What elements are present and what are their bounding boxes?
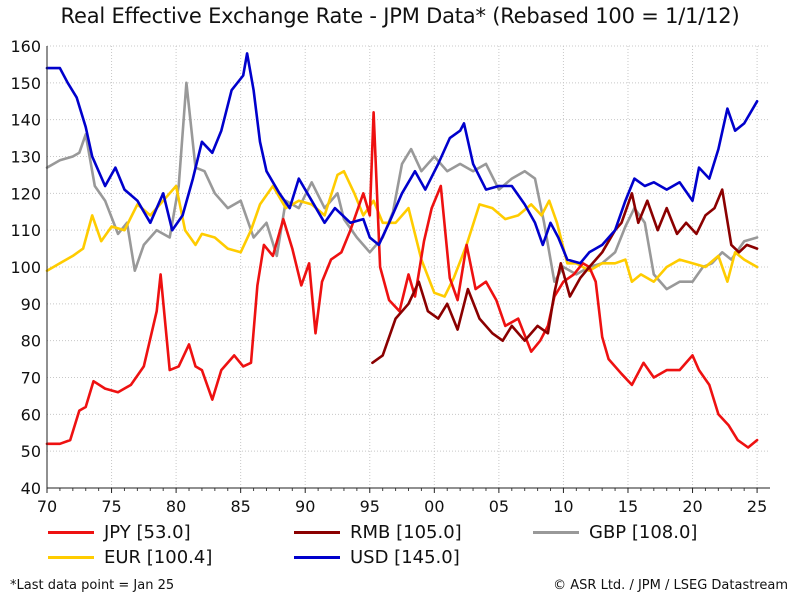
y-tick-label: 90 (21, 295, 41, 314)
series-lines (45, 52, 759, 449)
y-tick-label: 100 (10, 258, 41, 277)
y-tick-label: 60 (21, 405, 41, 424)
series-line-usd (45, 52, 759, 265)
legend-swatch-usd (294, 556, 340, 559)
legend-label-jpy: JPY [53.0] (104, 522, 191, 543)
x-tick-label: 75 (101, 497, 121, 516)
legend-item-gbp: GBP [108.0] (533, 522, 697, 543)
x-tick-label: 70 (37, 497, 57, 516)
source-credit: © ASR Ltd. / JPM / LSEG Datastream (553, 578, 788, 593)
legend-swatch-jpy (48, 531, 94, 534)
y-tick-label: 80 (21, 332, 41, 351)
legend-item-usd: USD [145.0] (294, 547, 460, 568)
legend-label-gbp: GBP [108.0] (589, 522, 698, 543)
legend-swatch-rmb (294, 531, 340, 534)
legend-label-eur: EUR [100.4] (104, 547, 213, 568)
x-tick-label: 80 (166, 497, 186, 516)
y-tick-label: 140 (10, 111, 41, 130)
y-tick-label: 160 (10, 37, 41, 56)
axes: 40 50 60 70 80 90 100 110 120 130 140 150 160 70 75 80 8… (10, 37, 770, 516)
legend-item-jpy: JPY [53.0] (48, 522, 191, 543)
series-line-jpy (45, 111, 759, 449)
y-tick-label: 120 (10, 184, 41, 203)
x-tick-label: 90 (295, 497, 315, 516)
footnote: *Last data point = Jan 25 (10, 578, 175, 593)
chart-title: Real Effective Exchange Rate - JPM Data*… (60, 4, 740, 28)
legend-item-eur: EUR [100.4] (48, 547, 212, 568)
grid (47, 45, 770, 488)
x-tick-label: 15 (618, 497, 638, 516)
y-tick-label: 40 (21, 479, 41, 498)
y-tick-label: 150 (10, 74, 41, 93)
series-line-gbp (45, 81, 759, 291)
x-tick-label: 85 (230, 497, 250, 516)
legend-swatch-eur (48, 556, 94, 559)
y-tick-label: 130 (10, 148, 41, 167)
y-tick-label: 70 (21, 369, 41, 388)
x-tick-label: 25 (747, 497, 767, 516)
x-tick-label: 95 (360, 497, 380, 516)
y-tick-label: 110 (10, 221, 41, 240)
x-tick-label: 05 (489, 497, 509, 516)
legend-label-usd: USD [145.0] (350, 547, 460, 568)
legend-item-rmb: RMB [105.0] (294, 522, 462, 543)
legend-swatch-gbp (533, 531, 579, 534)
x-tick-label: 10 (553, 497, 573, 516)
series-line-eur (45, 169, 759, 298)
y-tick-label: 50 (21, 442, 41, 461)
series-line-rmb (371, 188, 759, 365)
legend-label-rmb: RMB [105.0] (350, 522, 462, 543)
x-tick-label: 20 (682, 497, 702, 516)
x-tick-label: 00 (424, 497, 444, 516)
